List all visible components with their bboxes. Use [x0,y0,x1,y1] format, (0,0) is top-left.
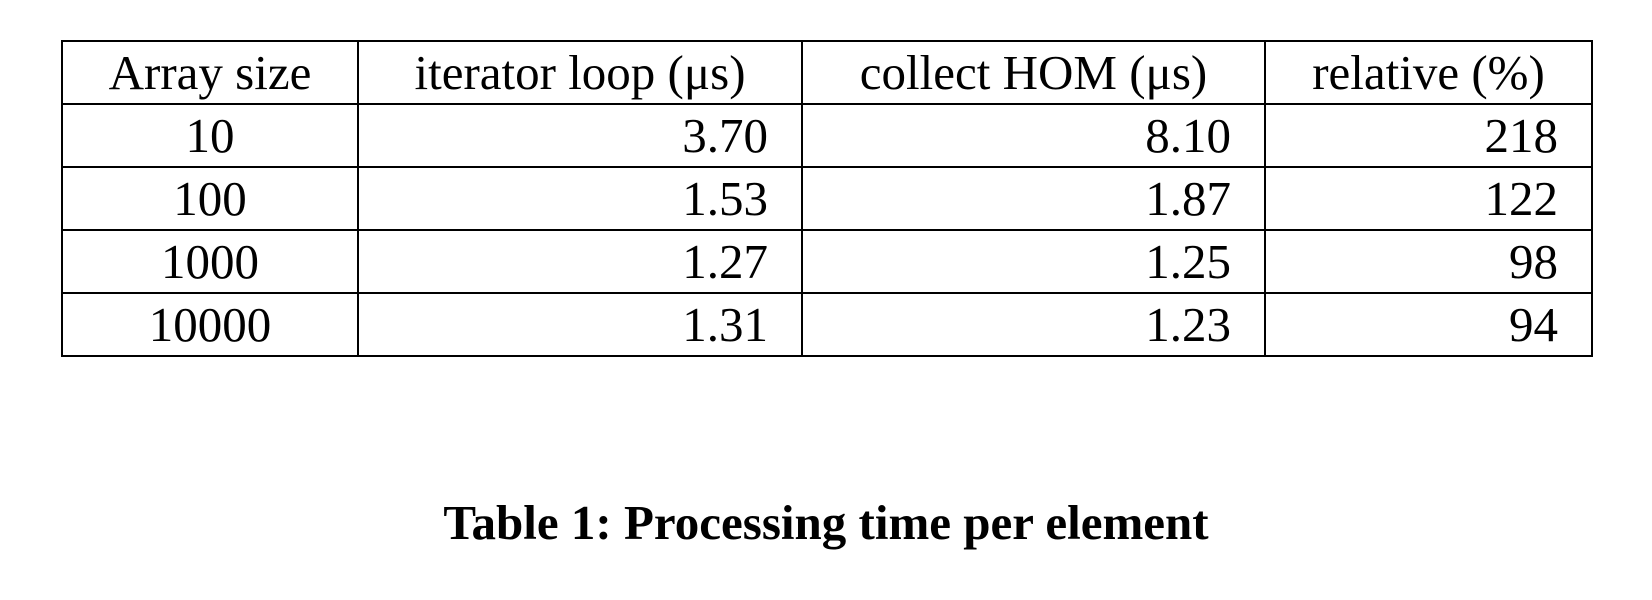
table-row: 100 1.53 1.87 122 [61,166,1593,231]
table-row: 10000 1.31 1.23 94 [61,292,1593,357]
header-relative: relative (%) [1264,40,1593,105]
table-caption: Table 1: Processing time per element [443,495,1209,550]
cell-array-size: 100 [61,166,359,231]
results-table: Array size iterator loop (μs) collect HO… [61,40,1593,357]
cell-relative: 94 [1264,292,1593,357]
table-row: 1000 1.27 1.25 98 [61,229,1593,294]
cell-relative: 218 [1264,103,1593,168]
table-header-row: Array size iterator loop (μs) collect HO… [61,40,1593,105]
cell-relative: 122 [1264,166,1593,231]
cell-iterator-loop: 3.70 [357,103,803,168]
cell-iterator-loop: 1.53 [357,166,803,231]
cell-array-size: 1000 [61,229,359,294]
cell-collect-hom: 1.87 [801,166,1266,231]
cell-collect-hom: 1.25 [801,229,1266,294]
cell-array-size: 10000 [61,292,359,357]
header-collect-hom: collect HOM (μs) [801,40,1266,105]
cell-relative: 98 [1264,229,1593,294]
cell-collect-hom: 8.10 [801,103,1266,168]
cell-array-size: 10 [61,103,359,168]
cell-collect-hom: 1.23 [801,292,1266,357]
table-row: 10 3.70 8.10 218 [61,103,1593,168]
cell-iterator-loop: 1.31 [357,292,803,357]
cell-iterator-loop: 1.27 [357,229,803,294]
header-array-size: Array size [61,40,359,105]
header-iterator-loop: iterator loop (μs) [357,40,803,105]
